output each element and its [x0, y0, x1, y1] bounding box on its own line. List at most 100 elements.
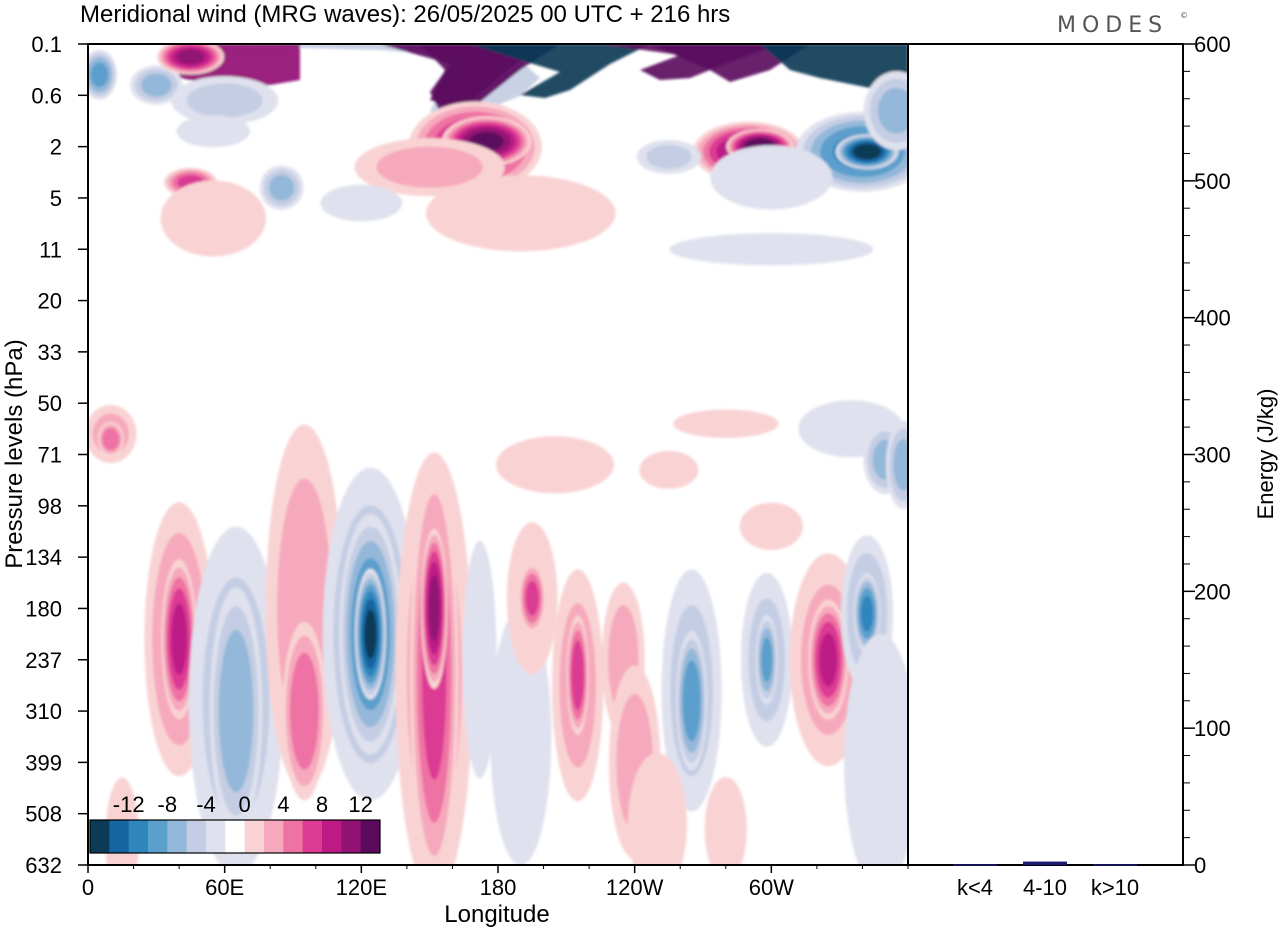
energy-tick-label: 500: [1194, 169, 1231, 194]
colorbar-swatch: [128, 820, 149, 853]
chart-title: Meridional wind (MRG waves): 26/05/2025 …: [80, 1, 730, 28]
x-axis-label: Longitude: [444, 901, 549, 928]
contour-blob: [627, 752, 687, 865]
colorbar-tick-label: -8: [158, 792, 178, 817]
energy-tick-label: 400: [1194, 306, 1231, 331]
colorbar-swatch: [302, 820, 323, 853]
contour-blob: [682, 660, 701, 742]
colorbar-swatch: [109, 820, 130, 853]
y-tick-label: 2: [50, 135, 62, 160]
x-tick-label: 60E: [205, 875, 244, 900]
x-tick-label: 120E: [336, 875, 387, 900]
contour-blob: [289, 652, 319, 770]
contour-blob: [186, 83, 263, 118]
contour-panel: [88, 44, 908, 865]
y-tick-label: 71: [38, 443, 62, 468]
energy-bars: [953, 861, 1137, 866]
contour-blob: [819, 632, 838, 687]
colorbar-swatch: [360, 820, 381, 853]
colorbar-tick-label: 4: [277, 792, 289, 817]
x-tick-label: 0: [82, 875, 94, 900]
colorbar-swatch: [186, 820, 207, 853]
colorbar-tick-label: 8: [316, 792, 328, 817]
x-tick-label: 60W: [749, 875, 794, 900]
contour-blob: [739, 502, 803, 551]
y-tick-label: 0.1: [31, 32, 62, 57]
colorbar-swatch: [341, 820, 362, 853]
energy-panel-frame: [907, 43, 1184, 866]
contour-band: [470, 44, 650, 98]
y-tick-label: 310: [25, 699, 62, 724]
colorbar-frame: [89, 819, 381, 854]
energy-tick-label: 600: [1194, 32, 1231, 57]
energy-bar: [1023, 861, 1067, 865]
contour-blob: [893, 439, 908, 491]
contour-blob: [646, 144, 692, 169]
colorbar-swatch: [244, 820, 265, 853]
pressure-axis: 0.1 0.6 2 5 11 20 33 50 71 98 134 180 237 310 399 508 63…: [25, 32, 88, 878]
contour-blob: [268, 174, 295, 201]
x-tick-label: 120W: [606, 875, 664, 900]
y-tick-label: 98: [38, 494, 62, 519]
contour-blob: [761, 637, 773, 683]
y-tick-label: 0.6: [31, 83, 62, 108]
energy-category-label: k>10: [1091, 875, 1139, 900]
contour-blob: [852, 143, 882, 160]
brand-logo-mark: ©: [1180, 11, 1194, 20]
energy-categories: k<4 4-10 k>10: [957, 875, 1139, 900]
contour-blob: [171, 603, 188, 676]
energy-axis: 0 100 200 300 400 500 600: [1183, 32, 1231, 878]
brand-logo: MODES: [1057, 13, 1168, 38]
colorbar-swatch: [148, 820, 168, 853]
contour-blob: [861, 595, 873, 632]
energy-tick-label: 300: [1194, 443, 1231, 468]
y-tick-label: 237: [25, 648, 62, 673]
contour-blob: [160, 180, 266, 257]
contour-blob: [669, 233, 874, 266]
colorbar-swatch: [264, 820, 284, 853]
energy-bar: [1093, 864, 1137, 866]
contour-blob: [90, 62, 109, 88]
y-tick-label: 632: [25, 853, 62, 878]
contour-blob: [639, 450, 699, 489]
contour-blob: [462, 540, 497, 779]
energy-category-label: k<4: [957, 875, 993, 900]
contour-band: [420, 44, 540, 110]
y-tick-label: 399: [25, 750, 62, 775]
energy-tick-label: 200: [1194, 579, 1231, 604]
colorbar-swatch: [90, 820, 110, 853]
colorbar-tick-label: 0: [239, 792, 251, 817]
contour-blob: [710, 145, 833, 210]
contour-band: [760, 44, 908, 96]
contour-blob: [704, 776, 747, 865]
contour-blob: [176, 115, 250, 148]
y-tick-label: 11: [39, 237, 62, 262]
contour-blob: [320, 184, 403, 222]
colorbar-swatch: [167, 820, 188, 853]
contour-blob: [673, 409, 779, 438]
y-tick-label: 5: [50, 186, 62, 211]
colorbar-tick-label: -12: [113, 792, 145, 817]
contour-blob: [218, 629, 254, 793]
contour-blob: [176, 49, 205, 65]
y-tick-label: 50: [38, 391, 62, 416]
contour-blob: [141, 73, 172, 97]
colorbar-swatch: [206, 820, 226, 853]
energy-tick-label: 0: [1194, 853, 1206, 878]
colorbar-swatch: [283, 820, 304, 853]
colorbar-legend: -12 -8 -4 0 4 8 12: [89, 792, 381, 854]
energy-axis-label: Energy (J/kg): [1253, 389, 1278, 520]
y-tick-label: 134: [25, 545, 62, 570]
contour-blob: [525, 580, 539, 616]
colorbar-tick-label: -4: [196, 792, 216, 817]
y-tick-label: 20: [38, 289, 62, 314]
y-tick-label: 33: [38, 340, 62, 365]
x-tick-label: 180: [480, 875, 517, 900]
colorbar-swatch: [322, 820, 342, 853]
contour-blob: [428, 575, 440, 642]
contour-blob: [376, 146, 483, 188]
contour-blob: [877, 87, 908, 134]
y-axis-label: Pressure levels (hPa): [1, 339, 28, 568]
contour-blob: [844, 633, 908, 865]
